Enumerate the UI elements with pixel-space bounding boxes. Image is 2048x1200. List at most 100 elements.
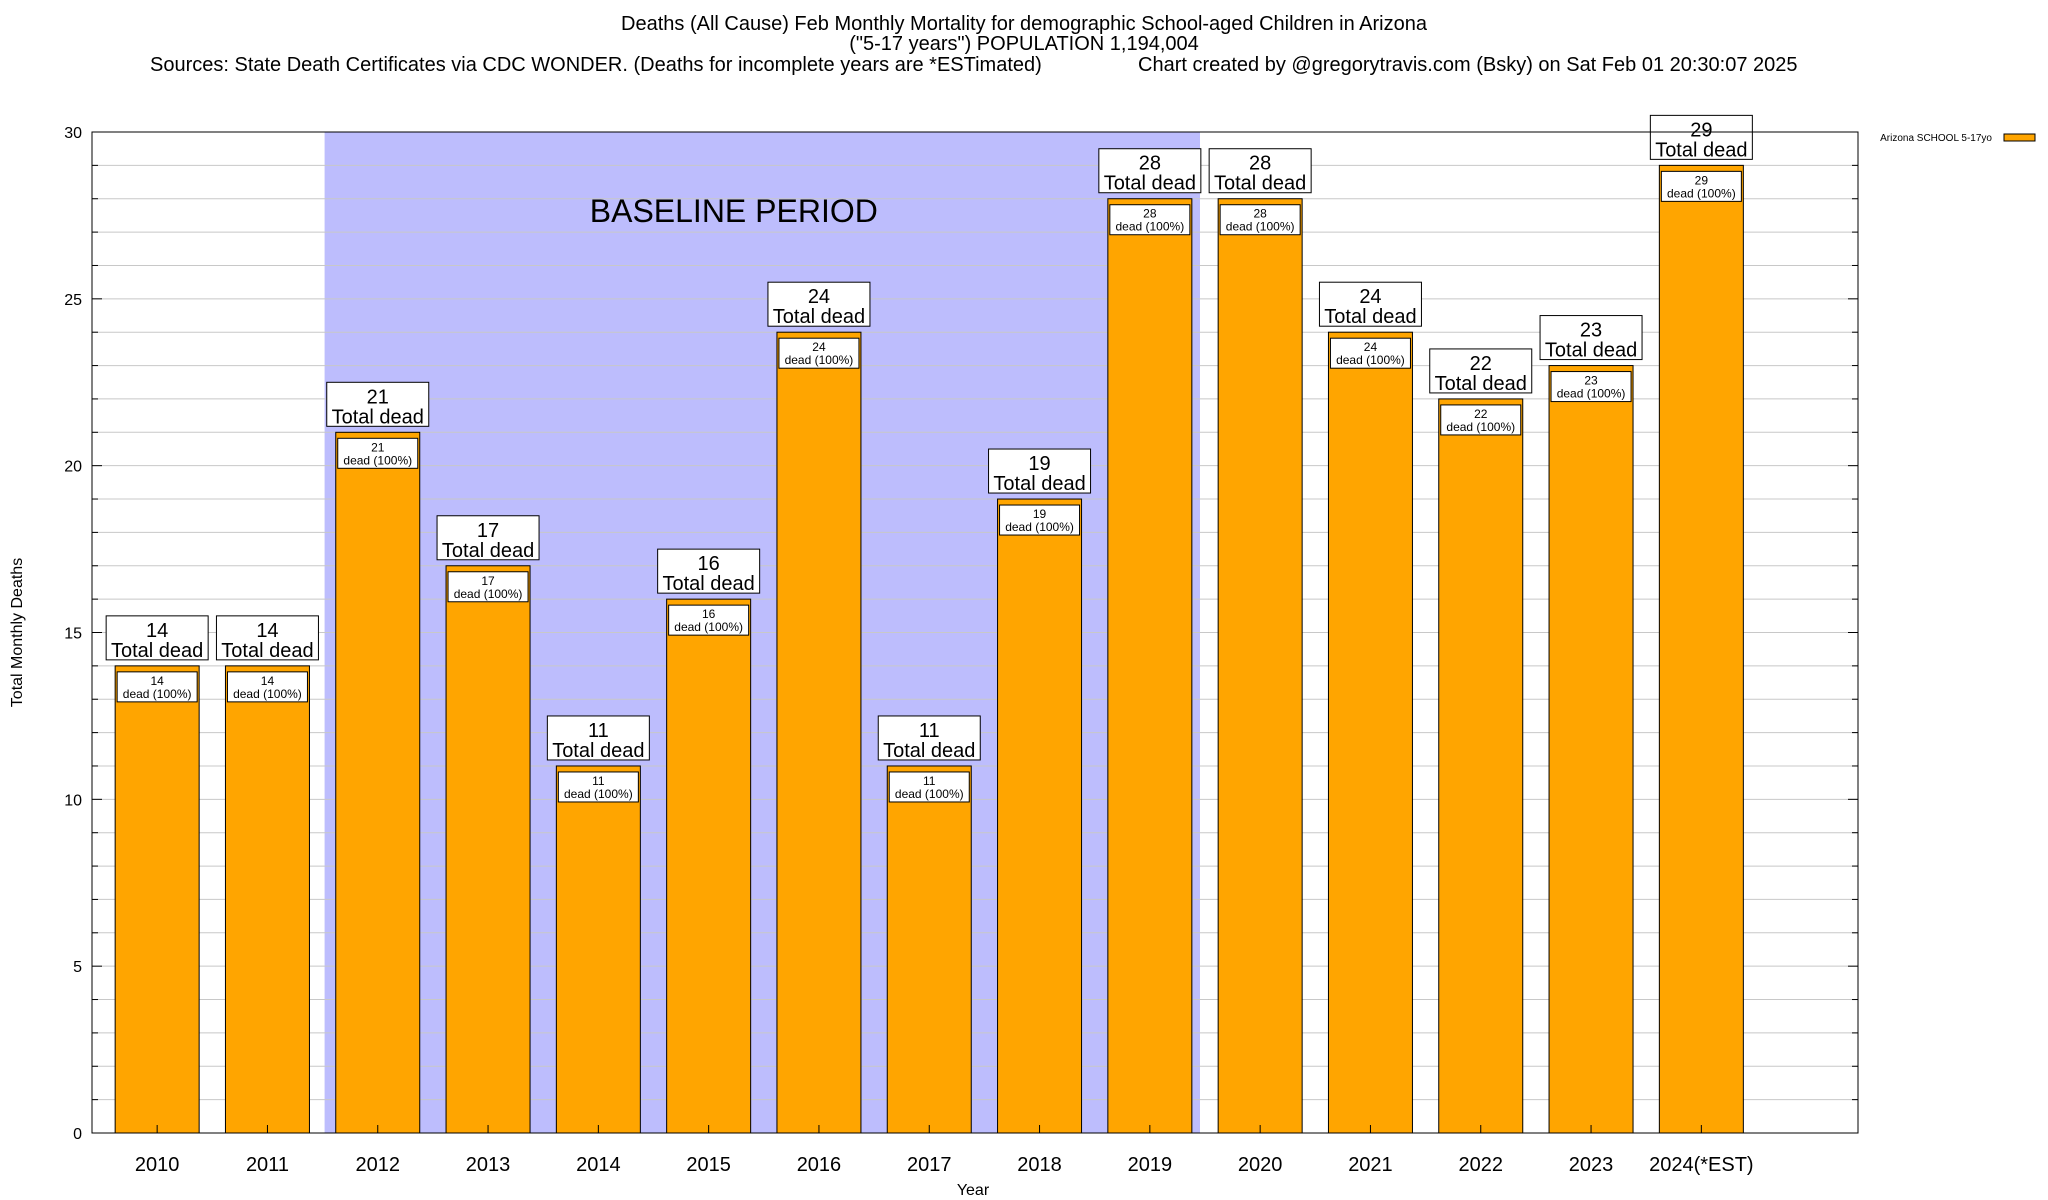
total-label-box	[215, 615, 319, 661]
total-label-value: 16	[698, 553, 720, 575]
bar-inner-value: 14	[261, 674, 275, 688]
chart-subtitle: ("5-17 years") POPULATION 1,194,004	[849, 33, 1199, 55]
total-label-box	[877, 715, 981, 761]
bar-inner-label: dead (100%)	[785, 353, 854, 367]
total-label-box	[767, 281, 871, 327]
total-label-box	[105, 615, 209, 661]
bar-inner-value: 11	[592, 774, 605, 788]
x-tick-label: 2015	[686, 1154, 731, 1176]
total-label-box	[1098, 148, 1202, 194]
x-tick-label: 2024(*EST)	[1649, 1154, 1754, 1176]
bar	[1327, 331, 1413, 1134]
x-tick-label: 2019	[1128, 1154, 1173, 1176]
bar-inner-label-box	[778, 337, 860, 369]
bar	[1548, 365, 1634, 1134]
bar-inner-label-box	[1550, 371, 1632, 403]
bar-inner-label-box	[337, 437, 419, 469]
bar-inner-label-box	[1109, 204, 1191, 236]
total-label-text: Total dead	[332, 406, 424, 428]
x-tick-label: 2010	[135, 1154, 180, 1176]
bar-inner-value: 21	[371, 440, 385, 454]
chart-title-block: Deaths (All Cause) Feb Monthly Mortality…	[0, 14, 2048, 54]
total-label-text: Total dead	[663, 573, 755, 595]
y-tick-label: 25	[64, 292, 82, 309]
bar-inner-label: dead (100%)	[454, 587, 523, 601]
total-label-text: Total dead	[883, 740, 975, 762]
legend-label: Arizona SCHOOL 5-17yo	[1880, 133, 1992, 144]
total-label-box	[1318, 281, 1422, 327]
x-axis-label: Year	[957, 1182, 990, 1199]
bar	[1107, 198, 1193, 1134]
y-tick-label: 20	[64, 459, 82, 476]
bar-inner-label-box	[1660, 170, 1742, 202]
bar-inner-value: 28	[1253, 207, 1267, 221]
bar-inner-label-box	[888, 771, 970, 803]
x-tick-label: 2021	[1348, 1154, 1393, 1176]
bar-inner-label: dead (100%)	[674, 620, 743, 634]
bar-inner-label: dead (100%)	[1115, 220, 1184, 234]
total-label-text: Total dead	[442, 540, 534, 562]
bar-inner-label-box	[1329, 337, 1411, 369]
total-label-text: Total dead	[1545, 340, 1637, 362]
x-tick-label: 2023	[1569, 1154, 1614, 1176]
bar-inner-label-box	[999, 504, 1081, 536]
bar-inner-label: dead (100%)	[1667, 186, 1736, 200]
bar	[335, 431, 421, 1134]
bar	[445, 565, 531, 1134]
total-label-value: 14	[146, 620, 168, 642]
x-tick-label: 2020	[1238, 1154, 1283, 1176]
bar-inner-value: 24	[812, 340, 826, 354]
y-tick-label: 15	[64, 626, 82, 643]
legend-swatch	[2003, 133, 2036, 142]
total-label-box	[1208, 148, 1312, 194]
x-tick-label: 2016	[797, 1154, 842, 1176]
total-label-box	[657, 548, 761, 594]
chart-sources: Sources: State Death Certificates via CD…	[150, 54, 1042, 76]
total-label-text: Total dead	[1435, 373, 1527, 395]
chart-title: Deaths (All Cause) Feb Monthly Mortality…	[621, 13, 1427, 35]
bar-inner-label: dead (100%)	[343, 453, 412, 467]
bar-inner-label-box	[116, 671, 198, 703]
bar-inner-label: dead (100%)	[564, 787, 633, 801]
total-label-text: Total dead	[1214, 173, 1306, 195]
total-label-value: 28	[1139, 153, 1161, 175]
total-label-box	[436, 515, 540, 561]
total-label-box	[988, 448, 1092, 494]
bar-inner-label: dead (100%)	[1336, 353, 1405, 367]
total-label-text: Total dead	[221, 640, 313, 662]
bar-inner-label: dead (100%)	[1557, 387, 1626, 401]
bar-inner-label-box	[668, 604, 750, 636]
chart-credit: Chart created by @gregorytravis.com (Bsk…	[1138, 54, 1798, 76]
total-label-value: 21	[367, 386, 389, 408]
y-axis-label: Total Monthly Deaths	[9, 558, 26, 707]
total-label-box	[326, 381, 430, 427]
y-tick-label: 10	[64, 792, 82, 809]
total-label-value: 24	[1359, 286, 1381, 308]
total-label-box	[1539, 315, 1643, 361]
bar	[886, 765, 972, 1134]
x-tick-label: 2017	[907, 1154, 952, 1176]
total-label-value: 28	[1249, 153, 1271, 175]
plot-frame	[91, 131, 1859, 1134]
bar	[224, 665, 310, 1134]
bar-inner-label-box	[226, 671, 308, 703]
y-tick-label: 0	[73, 1126, 82, 1143]
total-label-value: 29	[1690, 119, 1712, 141]
total-label-box	[546, 715, 650, 761]
baseline-label: BASELINE PERIOD	[590, 193, 878, 229]
bar-inner-value: 16	[702, 607, 716, 621]
total-label-box	[1429, 348, 1533, 394]
total-label-text: Total dead	[552, 740, 644, 762]
bar-inner-label: dead (100%)	[1446, 420, 1515, 434]
total-label-value: 22	[1470, 353, 1492, 375]
total-label-value: 11	[588, 720, 609, 742]
bar	[666, 598, 752, 1134]
bar-inner-value: 17	[481, 574, 495, 588]
bar-inner-label: dead (100%)	[1226, 220, 1295, 234]
total-label-text: Total dead	[1655, 139, 1747, 161]
bar-inner-value: 29	[1695, 173, 1709, 187]
total-label-box	[1649, 114, 1753, 160]
bar-inner-value: 24	[1364, 340, 1378, 354]
bar-inner-value: 19	[1033, 507, 1047, 521]
total-label-text: Total dead	[1104, 173, 1196, 195]
